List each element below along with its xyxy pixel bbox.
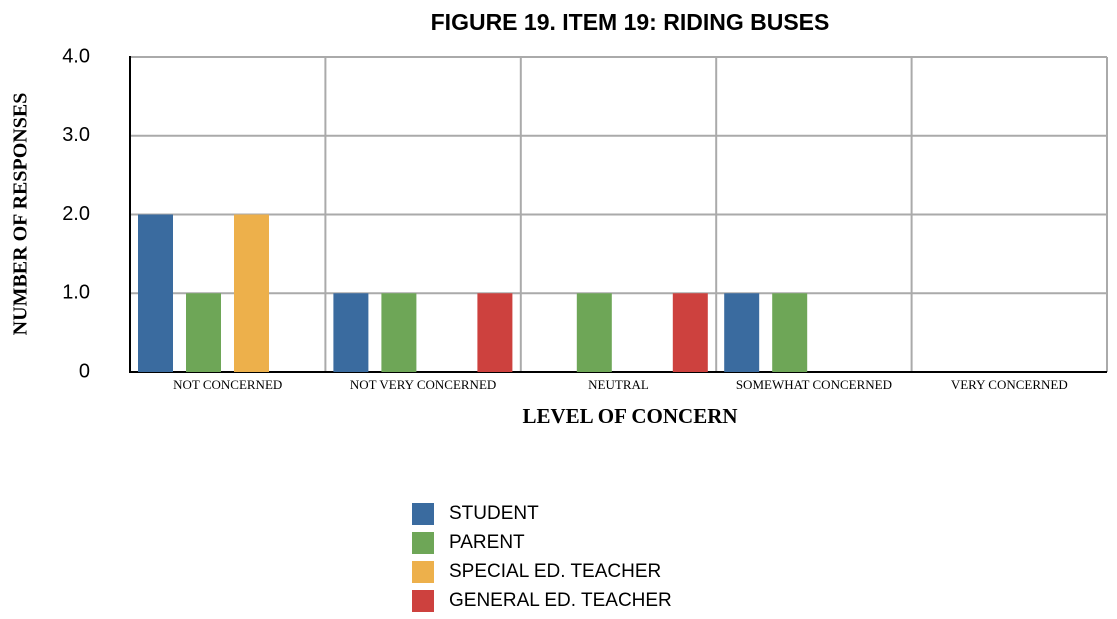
y-tick-label: 4.0: [62, 45, 90, 67]
bar: [724, 293, 760, 372]
legend-swatch: [412, 590, 434, 612]
bar: [234, 214, 269, 372]
bar: [138, 214, 173, 372]
legend-label: PARENT: [449, 532, 525, 553]
bar: [477, 293, 513, 372]
bar: [333, 293, 369, 372]
legend-swatch: [412, 561, 434, 583]
y-axis-label: NUMBER OF RESPONSES: [10, 93, 32, 336]
bar: [772, 293, 808, 372]
legend-swatch: [412, 532, 434, 554]
legend-label: STUDENT: [449, 503, 539, 524]
y-tick-label: 0: [79, 360, 90, 382]
bar: [186, 293, 221, 372]
x-tick-label: NEUTRAL: [588, 377, 649, 392]
x-tick-label: NOT CONCERNED: [173, 377, 282, 392]
x-tick-label: SOMEWHAT CONCERNED: [736, 377, 892, 392]
x-tick-label: NOT VERY CONCERNED: [350, 377, 496, 392]
legend-swatch: [412, 503, 434, 525]
bar: [576, 293, 612, 372]
bar: [381, 293, 417, 372]
bar: [672, 293, 708, 372]
x-tick-label: VERY CONCERNED: [951, 377, 1068, 392]
y-tick-label: 1.0: [62, 282, 90, 304]
legend-label: GENERAL ED. TEACHER: [449, 590, 672, 611]
y-tick-label: 3.0: [62, 124, 90, 146]
chart-title: FIGURE 19. ITEM 19: RIDING BUSES: [431, 9, 830, 35]
legend-label: SPECIAL ED. TEACHER: [449, 561, 661, 582]
y-tick-label: 2.0: [62, 203, 90, 225]
x-axis-label: LEVEL OF CONCERN: [522, 404, 737, 428]
